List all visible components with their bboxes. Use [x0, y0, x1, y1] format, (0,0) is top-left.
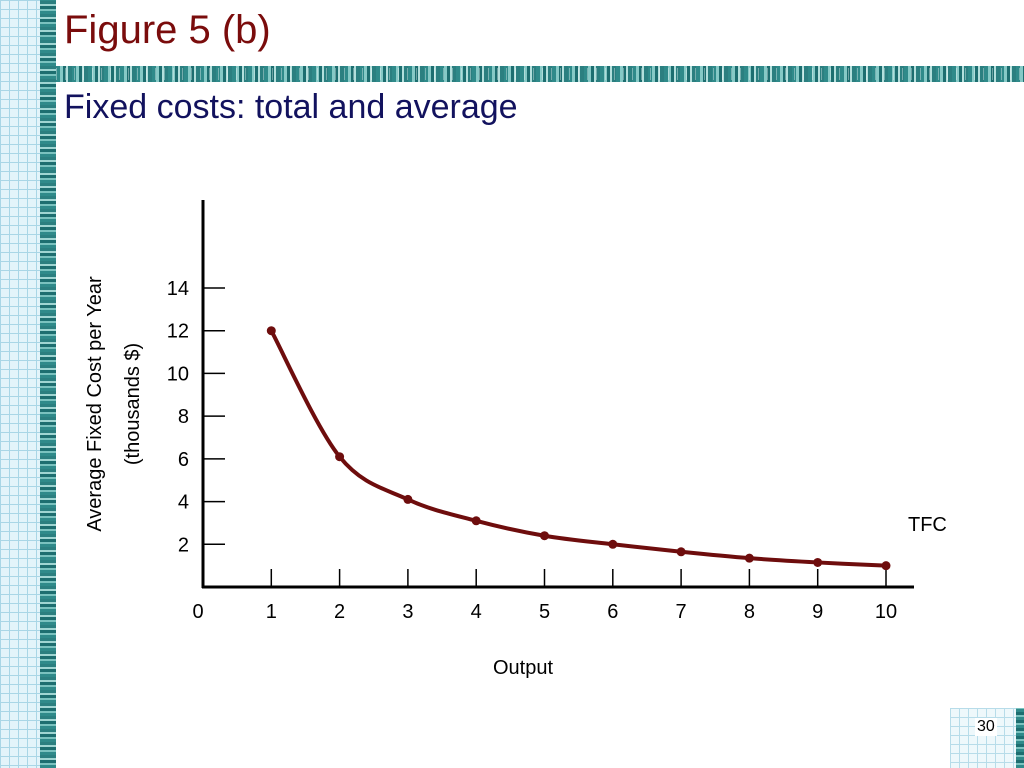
data-point [744, 553, 754, 563]
y-tick-label: 4 [178, 492, 189, 514]
data-point [335, 452, 345, 462]
x-tick-label: 2 [334, 601, 345, 623]
y-tick-label: 10 [167, 363, 189, 385]
page-number: 30 [975, 718, 997, 736]
slide-title: Figure 5 (b) [64, 8, 271, 52]
x-tick-label: 8 [744, 601, 755, 623]
x-axis-title: Output [493, 657, 553, 679]
y-tick-label: 8 [178, 406, 189, 428]
x-tick-label: 4 [471, 601, 482, 623]
afc-curve [269, 328, 888, 568]
x-tick-label: 1 [266, 601, 277, 623]
y-tick-label: 6 [178, 449, 189, 471]
slide-subtitle: Fixed costs: total and average [64, 88, 518, 126]
x-tick-label: 9 [812, 601, 823, 623]
curve-label: TFC [908, 514, 947, 536]
y-axis-title-line2: (thousands $) [122, 343, 144, 465]
x-ticks: 0 1 2 3 4 5 6 7 8 9 10 [192, 569, 897, 623]
data-point [540, 531, 549, 541]
decorative-texture-band [40, 0, 56, 768]
chart-axes [201, 200, 914, 589]
y-tick-label: 2 [178, 534, 189, 556]
corner-decoration-band [1016, 708, 1024, 768]
y-tick-label: 12 [167, 321, 189, 343]
data-point [608, 539, 618, 549]
y-tick-label: 14 [167, 278, 189, 300]
y-ticks: 2 4 6 8 10 12 14 [167, 278, 225, 556]
y-axis-title-line1: Average Fixed Cost per Year [84, 276, 106, 532]
data-point [881, 561, 891, 571]
data-point [813, 557, 823, 567]
x-tick-label: 5 [539, 601, 550, 623]
x-tick-label: 6 [607, 601, 618, 623]
x-tick-label: 3 [402, 601, 413, 623]
x-tick-label: 7 [676, 601, 687, 623]
title-divider-band [56, 66, 1024, 82]
decorative-grid-strip [0, 0, 42, 768]
data-point [266, 326, 276, 336]
data-point [403, 494, 413, 504]
data-points [266, 326, 891, 571]
data-point [471, 516, 481, 526]
data-point [676, 547, 686, 557]
corner-decoration-grid [950, 708, 1016, 768]
x-tick-label: 0 [192, 601, 203, 623]
title-divider-overlay [56, 68, 1024, 80]
x-tick-label: 10 [875, 601, 897, 623]
